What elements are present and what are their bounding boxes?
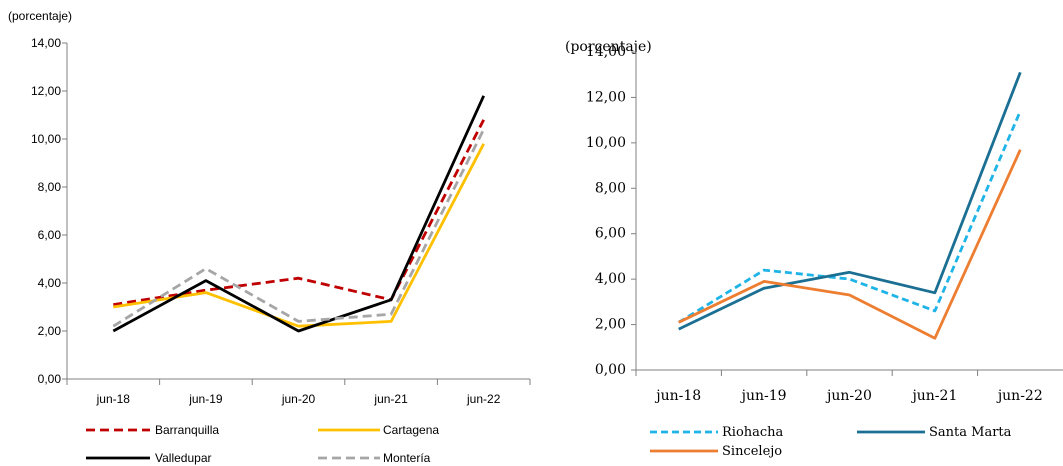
y-tick-label: 8,00 [595,180,626,196]
series-line-barranquilla [113,119,485,306]
y-tick-label: 12,00 [586,89,626,105]
y-tick-label: 6,00 [595,226,626,242]
series-line-cartagena [113,143,485,328]
legend-label: Barranquilla [155,423,219,437]
x-tick-label: jun-22 [466,392,501,406]
series-line-santa-marta [678,71,1022,331]
x-tick-label: jun-21 [373,392,408,406]
y-unit-label: (porcentaje) [8,9,72,23]
x-tick-label: jun-20 [825,388,872,404]
series-line-valledupar [112,95,485,333]
x-tick-label: jun-19 [188,392,223,406]
y-tick-label: 0,00 [38,372,62,386]
series-line-riohacha [677,110,1022,324]
x-tick-label: jun-22 [996,388,1043,404]
y-tick-label: 2,00 [38,324,62,338]
chart-1: (porcentaje) 0,00 2,00 4,00 6,00 8,00 10,00 12,… [8,9,531,465]
y-tick-label: 14,00 [31,36,61,50]
y-unit-label: (porcentaje) [565,39,652,55]
x-tick-label: jun-18 [654,388,701,404]
legend-label: Cartagena [383,423,439,437]
legend-label: Riohacha [722,425,784,440]
y-tick-label: 12,00 [31,84,61,98]
x-tick-label: jun-18 [96,392,131,406]
legend-label: Santa Marta [929,425,1012,440]
y-tick-label: 14,00 [586,44,626,60]
legend-label: Valledupar [155,451,211,465]
series-line-sincelejo [678,149,1022,340]
chart-2: (porcentaje) 0,00 2,00 4,00 6,00 8,00 10,00 12,… [565,39,1063,459]
y-tick-label: 8,00 [38,180,62,194]
x-tick-label: jun-19 [740,388,787,404]
y-tick-label: 4,00 [595,271,626,287]
x-tick-label: jun-21 [910,388,957,404]
y-tick-label: 2,00 [595,317,626,333]
y-tick-label: 0,00 [595,362,626,378]
x-tick-label: jun-20 [281,392,316,406]
y-tick-label: 6,00 [38,228,62,242]
legend-label: Sincelejo [722,444,782,459]
y-tick-label: 4,00 [38,276,62,290]
legend-label: Montería [383,451,431,465]
y-tick-label: 10,00 [586,135,626,151]
series-line-monter-a [112,128,485,328]
y-tick-label: 10,00 [31,132,61,146]
